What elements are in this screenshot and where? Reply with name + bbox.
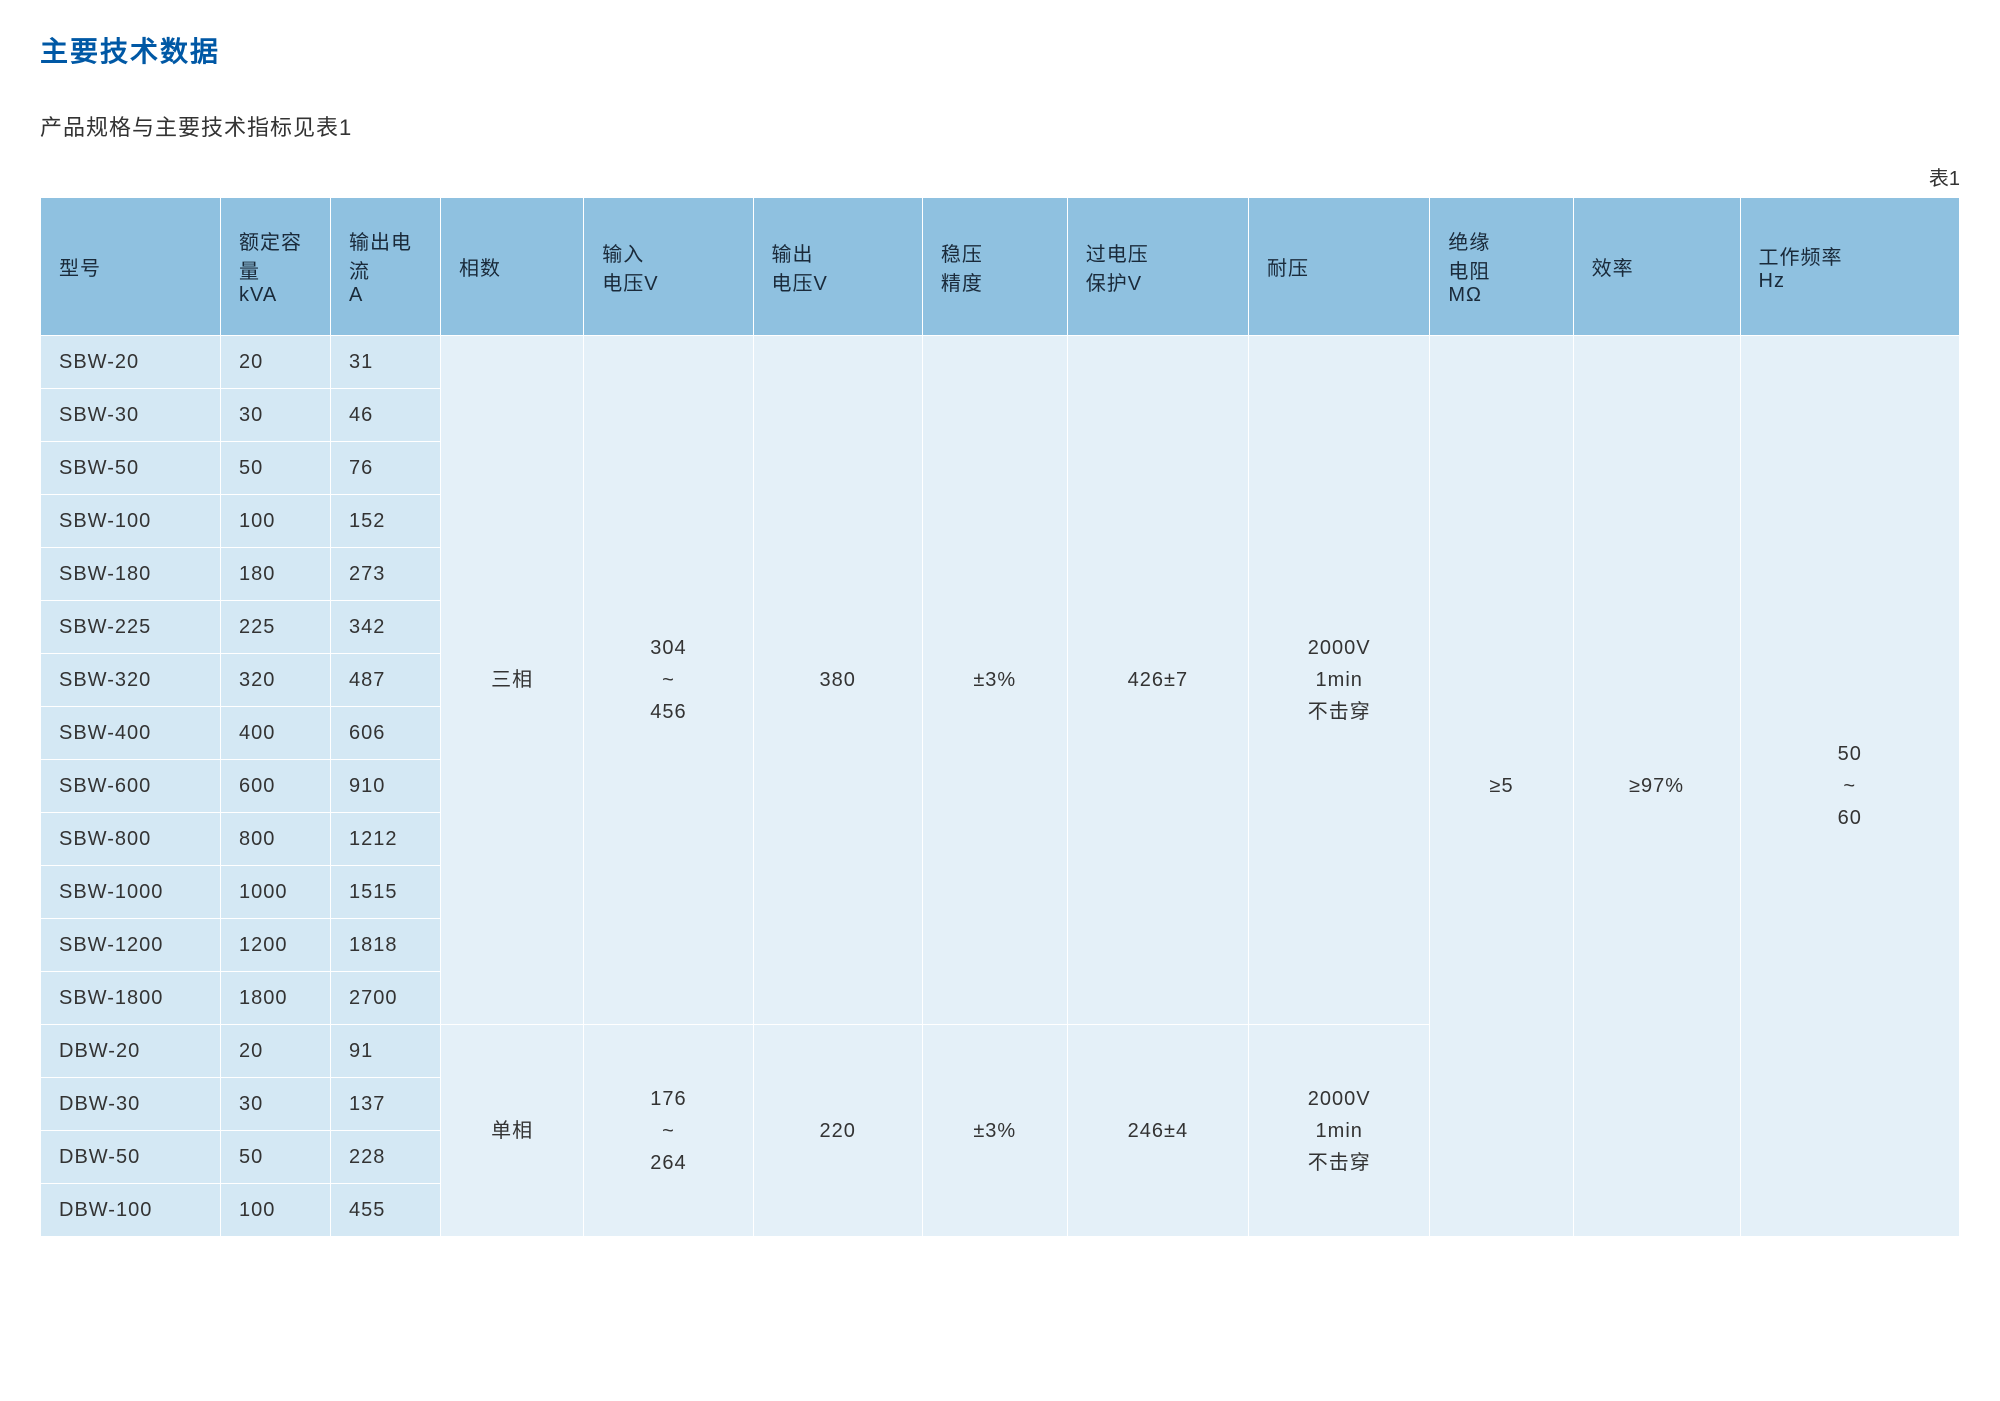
cell: 91 [331,1025,441,1078]
cell: 606 [331,707,441,760]
cell: ±3% [922,1025,1067,1237]
col-header: 绝缘 电阻 MΩ [1430,198,1573,336]
col-header: 耐压 [1249,198,1430,336]
cell: 342 [331,601,441,654]
cell: 304 ~ 456 [584,336,753,1025]
cell: 137 [331,1078,441,1131]
cell: 50 [221,442,331,495]
cell: SBW-400 [41,707,221,760]
col-header: 额定容量 kVA [221,198,331,336]
cell: SBW-180 [41,548,221,601]
cell: 三相 [441,336,584,1025]
cell: 225 [221,601,331,654]
cell: 426±7 [1067,336,1248,1025]
cell: 1515 [331,866,441,919]
cell: 30 [221,1078,331,1131]
cell: 152 [331,495,441,548]
cell: 30 [221,389,331,442]
cell: DBW-50 [41,1131,221,1184]
cell: SBW-1000 [41,866,221,919]
spec-table: 型号额定容量 kVA输出电流 A相数输入 电压V输出 电压V稳压 精度过电压 保… [40,197,1960,1237]
cell: 20 [221,1025,331,1078]
cell: 46 [331,389,441,442]
cell: 76 [331,442,441,495]
cell: SBW-50 [41,442,221,495]
col-header: 型号 [41,198,221,336]
cell: 910 [331,760,441,813]
cell: 246±4 [1067,1025,1248,1237]
cell: 1212 [331,813,441,866]
cell: 455 [331,1184,441,1237]
cell: SBW-600 [41,760,221,813]
cell: DBW-20 [41,1025,221,1078]
cell: 400 [221,707,331,760]
col-header: 输出 电压V [753,198,922,336]
cell: 487 [331,654,441,707]
cell: 228 [331,1131,441,1184]
table-row: SBW-202031三相304 ~ 456380±3%426±72000V 1m… [41,336,1960,389]
page-title: 主要技术数据 [40,30,1960,70]
cell: 180 [221,548,331,601]
cell: 2000V 1min 不击穿 [1249,336,1430,1025]
col-header: 过电压 保护V [1067,198,1248,336]
cell: 50 [221,1131,331,1184]
cell: 320 [221,654,331,707]
cell: ±3% [922,336,1067,1025]
cell: 2700 [331,972,441,1025]
cell: 273 [331,548,441,601]
cell: 1200 [221,919,331,972]
cell: 1818 [331,919,441,972]
cell: 单相 [441,1025,584,1237]
cell: 100 [221,495,331,548]
cell: SBW-320 [41,654,221,707]
cell: 600 [221,760,331,813]
cell: 380 [753,336,922,1025]
cell: 20 [221,336,331,389]
cell: SBW-1200 [41,919,221,972]
cell: 1000 [221,866,331,919]
col-header: 相数 [441,198,584,336]
cell: ≥5 [1430,336,1573,1237]
cell: 176 ~ 264 [584,1025,753,1237]
cell: ≥97% [1573,336,1740,1237]
cell: 800 [221,813,331,866]
cell: SBW-20 [41,336,221,389]
cell: 100 [221,1184,331,1237]
cell: SBW-800 [41,813,221,866]
cell: SBW-1800 [41,972,221,1025]
table-label: 表1 [40,162,1960,191]
cell: 220 [753,1025,922,1237]
col-header: 输出电流 A [331,198,441,336]
cell: 1800 [221,972,331,1025]
cell: 31 [331,336,441,389]
cell: 2000V 1min 不击穿 [1249,1025,1430,1237]
cell: DBW-100 [41,1184,221,1237]
col-header: 输入 电压V [584,198,753,336]
cell: SBW-225 [41,601,221,654]
col-header: 稳压 精度 [922,198,1067,336]
col-header: 工作频率 Hz [1740,198,1959,336]
col-header: 效率 [1573,198,1740,336]
cell: SBW-100 [41,495,221,548]
cell: 50 ~ 60 [1740,336,1959,1237]
subtitle: 产品规格与主要技术指标见表1 [40,110,1960,142]
cell: SBW-30 [41,389,221,442]
cell: DBW-30 [41,1078,221,1131]
